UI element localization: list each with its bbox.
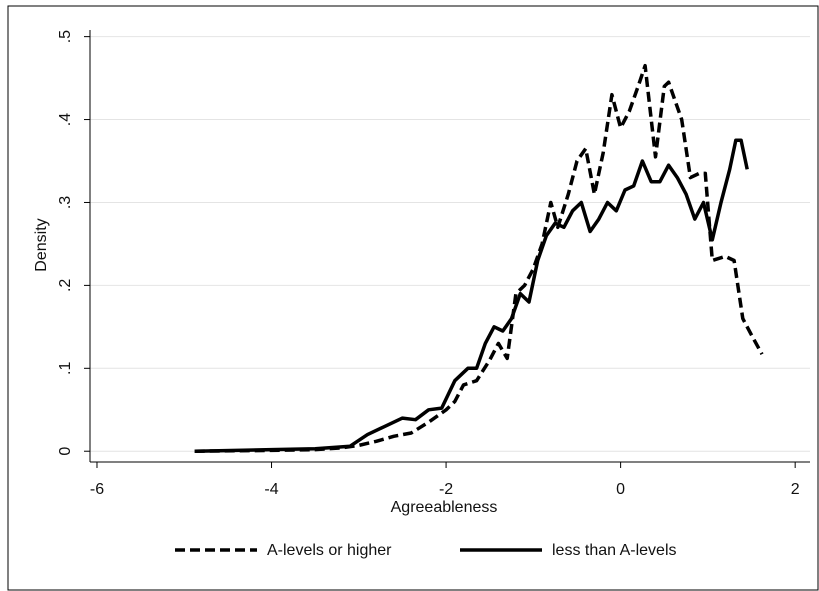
x-tick-label: -6 xyxy=(90,481,104,498)
y-tick-label: .4 xyxy=(57,113,74,126)
x-tick-label: -4 xyxy=(264,481,278,498)
density-line xyxy=(194,63,764,453)
frame xyxy=(7,5,819,591)
x-axis-label: Agreeableness xyxy=(391,499,498,516)
legend-label: less than A-levels xyxy=(552,542,677,559)
x-tick-label: -2 xyxy=(439,481,453,498)
y-tick-label: .1 xyxy=(57,362,74,375)
x-tick-label: 0 xyxy=(616,481,625,498)
y-tick-label: .3 xyxy=(57,196,74,209)
y-tick-label: .5 xyxy=(57,30,74,43)
y-tick-label: .2 xyxy=(57,279,74,292)
legend-label: A-levels or higher xyxy=(267,542,392,559)
y-axis-label: Density xyxy=(33,218,50,271)
y-tick-label: 0 xyxy=(57,447,74,456)
x-tick-label: 2 xyxy=(791,481,800,498)
density-line xyxy=(194,138,749,453)
